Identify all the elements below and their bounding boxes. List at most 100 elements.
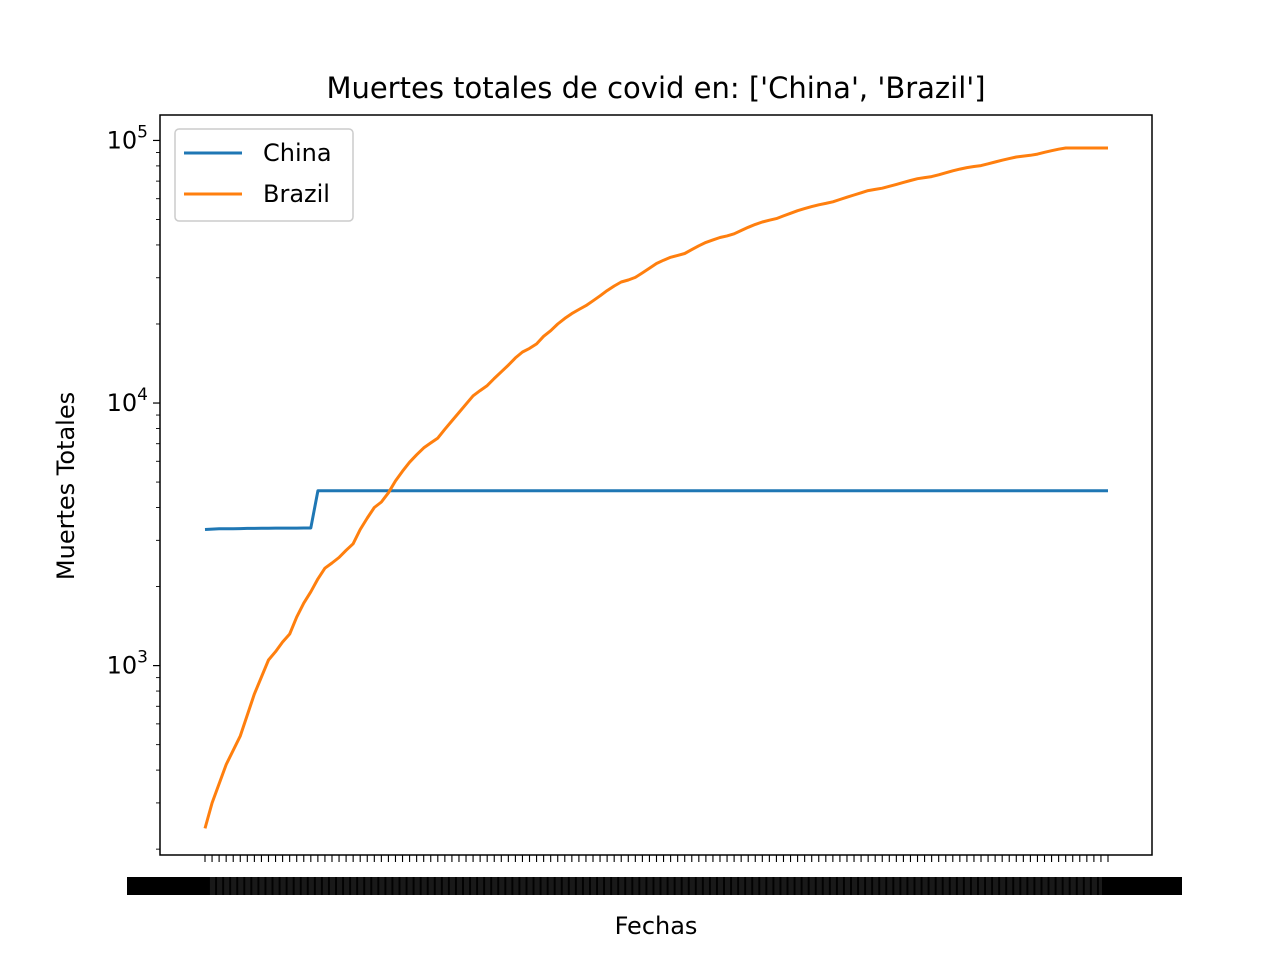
x-tick-label (525, 877, 535, 895)
x-tick-label (842, 877, 852, 895)
x-tick-label (687, 877, 697, 895)
x-tick-label (398, 877, 408, 895)
x-tick-label (596, 877, 606, 895)
x-tick-label (1075, 877, 1085, 895)
x-tick-label (1005, 877, 1015, 895)
x-tick-label (708, 877, 718, 895)
x-tick-label (306, 877, 316, 895)
y-tick-label: 103 (107, 648, 148, 680)
x-tick-label (469, 877, 479, 895)
x-tick-label (349, 877, 359, 895)
x-tick-label (229, 877, 239, 895)
x-tick-label (603, 877, 613, 895)
x-tick-label (236, 877, 246, 895)
series-line-china (204, 489, 1109, 531)
x-tick-label (462, 877, 472, 895)
x-tick-label (927, 877, 937, 895)
x-tick-label (1019, 877, 1029, 895)
x-tick-label (673, 877, 683, 895)
x-tick-label (934, 877, 944, 895)
x-tick-label (772, 877, 782, 895)
x-tick-label (1012, 877, 1022, 895)
x-tick-label (984, 877, 994, 895)
x-tick-label (299, 877, 309, 895)
x-tick-label (1096, 877, 1106, 895)
x-tick-label (631, 877, 641, 895)
x-tick-label (906, 877, 916, 895)
x-tick-label (645, 877, 655, 895)
x-tick-label (497, 877, 507, 895)
x-tick-label (363, 877, 373, 895)
series-line-brazil (203, 146, 1108, 829)
x-tick-label (1054, 877, 1064, 895)
x-tick-label (800, 877, 810, 895)
x-tick-label (560, 877, 570, 895)
x-axis-label: Fechas (615, 912, 698, 940)
x-tick-label (419, 877, 429, 895)
legend-label-brazil: Brazil (263, 180, 330, 208)
x-tick-label (828, 877, 838, 895)
x-tick-label (885, 877, 895, 895)
x-tick-label (680, 877, 690, 895)
x-tick-label (271, 877, 281, 895)
x-tick-label (617, 877, 627, 895)
x-tick-label (257, 877, 267, 895)
x-tick-label (1068, 877, 1078, 895)
x-tick-label (546, 877, 556, 895)
x-tick-label (786, 877, 796, 895)
x-tick-label (320, 877, 330, 895)
x-tick-label (511, 877, 521, 895)
x-tick-label (313, 877, 323, 895)
x-tick-label (941, 877, 951, 895)
x-tick-label (694, 877, 704, 895)
x-tick-label (447, 877, 457, 895)
x-tick-label (454, 877, 464, 895)
x-tick-label (814, 877, 824, 895)
x-tick-label (553, 877, 563, 895)
y-axis-label: Muertes Totales (52, 392, 80, 580)
x-tick-label (850, 877, 860, 895)
x-tick-label (1040, 877, 1050, 895)
x-tick-label (744, 877, 754, 895)
x-tick-label (899, 877, 909, 895)
x-tick-label (483, 877, 493, 895)
x-tick-label (998, 877, 1008, 895)
y-tick-label: 105 (107, 122, 148, 154)
x-tick-label (955, 877, 965, 895)
x-tick-label (127, 877, 209, 895)
x-tick-label (1047, 877, 1057, 895)
legend-label-china: China (263, 139, 332, 167)
x-tick-label (730, 877, 740, 895)
x-tick-label (215, 877, 225, 895)
x-tick-label (1102, 877, 1182, 895)
x-tick-label (377, 877, 387, 895)
x-tick-label (659, 877, 669, 895)
x-tick-label (821, 877, 831, 895)
x-tick-label (1082, 877, 1092, 895)
x-tick-label (1061, 877, 1071, 895)
x-tick-label (574, 877, 584, 895)
y-tick-label: 104 (107, 385, 148, 417)
x-tick-label (356, 877, 366, 895)
x-tick-label (857, 877, 867, 895)
x-tick-label (243, 877, 253, 895)
x-tick-label (405, 877, 415, 895)
x-tick-label (638, 877, 648, 895)
x-tick-label (913, 877, 923, 895)
x-tick-label (250, 877, 260, 895)
x-tick-label (765, 877, 775, 895)
x-tick-label (793, 877, 803, 895)
x-tick-label (490, 877, 500, 895)
x-tick-label (581, 877, 591, 895)
x-tick-label (758, 877, 768, 895)
x-tick-label (589, 877, 599, 895)
x-tick-label (779, 877, 789, 895)
x-tick-label (539, 877, 549, 895)
x-tick-label (391, 877, 401, 895)
x-tick-label (977, 877, 987, 895)
chart-title: Muertes totales de covid en: ['China', '… (326, 71, 985, 105)
x-tick-label (327, 877, 337, 895)
x-tick-label (518, 877, 528, 895)
x-tick-label (208, 877, 218, 895)
x-tick-label (1089, 877, 1099, 895)
